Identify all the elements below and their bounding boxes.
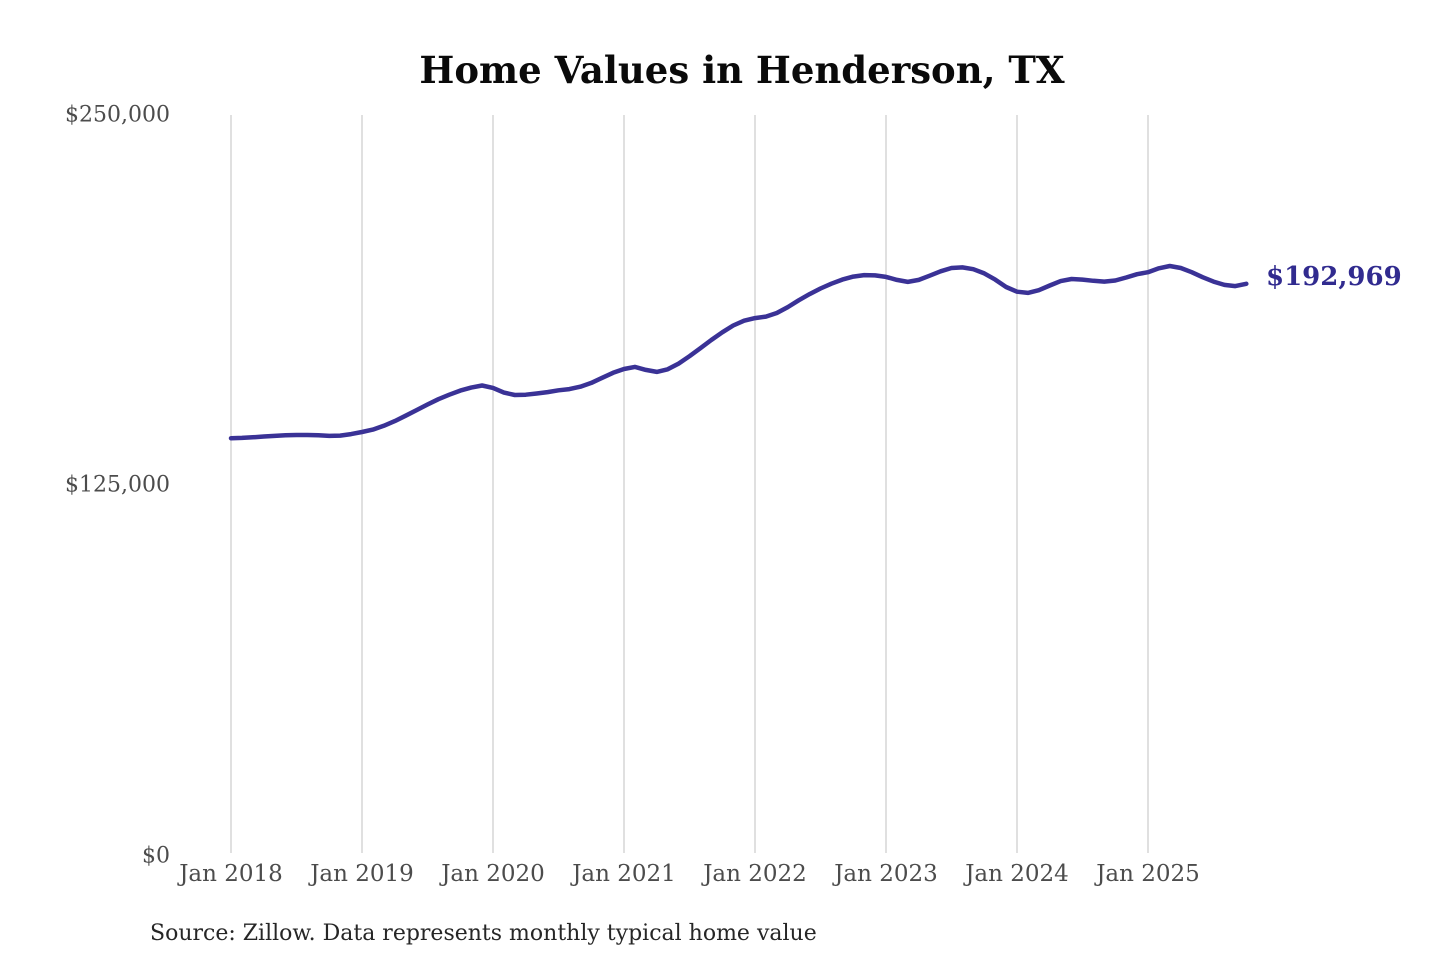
- y-tick-125000: $125,000: [65, 473, 170, 498]
- home-value-line: [228, 263, 1249, 441]
- x-tick-jan-2018: Jan 2018: [177, 861, 283, 887]
- latest-value-label: $192,969: [1266, 262, 1402, 292]
- x-tick-jan-2022: Jan 2022: [701, 861, 807, 887]
- chart-title: Home Values in Henderson, TX: [419, 48, 1065, 92]
- x-tick-jan-2025: Jan 2025: [1094, 861, 1200, 887]
- year-gridlines: [230, 115, 1149, 853]
- y-tick-0: $0: [142, 844, 170, 869]
- x-tick-jan-2020: Jan 2020: [439, 861, 545, 887]
- y-tick-250000: $250,000: [65, 103, 170, 128]
- x-tick-jan-2021: Jan 2021: [570, 861, 676, 887]
- x-tick-jan-2023: Jan 2023: [832, 861, 938, 887]
- x-tick-jan-2019: Jan 2019: [308, 861, 414, 887]
- source-note: Source: Zillow. Data represents monthly …: [150, 921, 817, 946]
- x-tick-jan-2024: Jan 2024: [963, 861, 1069, 887]
